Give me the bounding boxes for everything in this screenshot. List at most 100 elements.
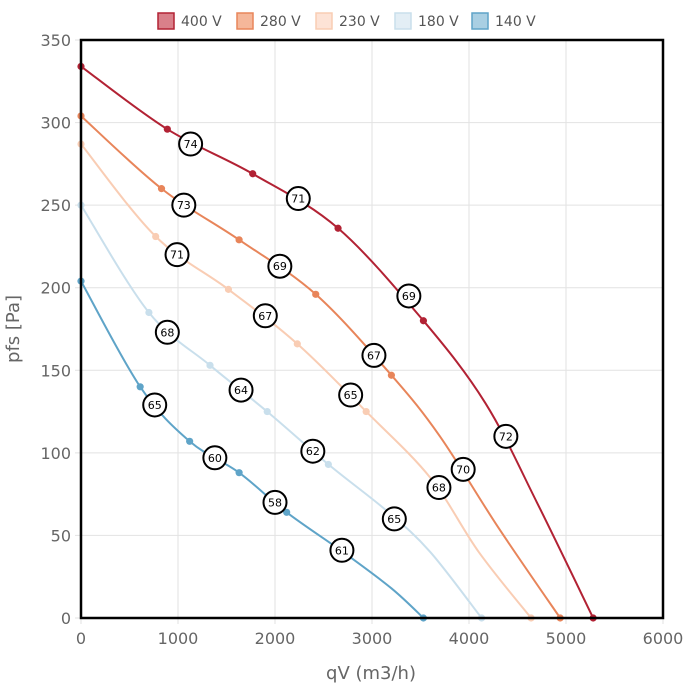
annotation-bubble: 69 [267, 253, 293, 279]
annotation-bubble: 65 [142, 392, 168, 418]
data-point[interactable] [312, 290, 320, 298]
annotation-label: 61 [335, 544, 349, 557]
data-point[interactable] [362, 407, 370, 416]
annotation-bubble: 72 [493, 423, 519, 449]
annotation-circle [164, 242, 190, 268]
annotation-bubble: 65 [381, 506, 407, 532]
legend-item[interactable]: 140 V [471, 12, 536, 30]
data-point[interactable] [293, 340, 301, 348]
annotation-bubble: 64 [228, 377, 254, 403]
annotation-bubble: 73 [171, 192, 197, 218]
annotation-label: 70 [456, 463, 470, 476]
data-point[interactable] [283, 508, 291, 516]
x-tick-label: 6000 [643, 629, 684, 648]
series-line [80, 143, 532, 619]
annotation-layer: 74 71 69 72 73 69 67 70 71 67 65 68 68 64 62 65 65 60 58 61 [142, 131, 519, 563]
annotation-circle [285, 186, 311, 212]
legend-label: 180 V [418, 14, 459, 30]
data-point[interactable] [235, 236, 243, 244]
annotation-circle [426, 475, 452, 501]
y-axis-title: pfs [Pa] [3, 295, 24, 363]
data-point[interactable] [334, 224, 342, 232]
series-3 [77, 201, 486, 622]
annotation-label: 65 [344, 389, 358, 402]
annotation-bubble: 67 [252, 303, 278, 329]
annotation-label: 58 [268, 496, 282, 509]
annotation-bubble: 58 [262, 489, 288, 515]
y-tick-label: 50 [51, 526, 71, 545]
annotation-label: 72 [499, 430, 513, 443]
legend-swatch [471, 12, 489, 30]
annotation-bubble: 68 [426, 475, 452, 501]
plot-border [79, 38, 665, 620]
annotation-bubble: 65 [338, 382, 364, 408]
legend: 400 V 280 V 230 V 180 V 140 V [157, 12, 536, 30]
data-point[interactable] [157, 185, 166, 193]
annotation-circle [178, 131, 204, 157]
data-point[interactable] [145, 308, 153, 317]
legend-item[interactable]: 180 V [394, 12, 459, 30]
x-tick-label: 4000 [449, 629, 490, 648]
data-point[interactable] [419, 317, 428, 325]
data-point[interactable] [387, 371, 395, 379]
annotation-circle [396, 283, 422, 309]
annotation-circle [171, 192, 197, 218]
data-point[interactable] [224, 285, 233, 293]
legend-item[interactable]: 280 V [236, 12, 301, 30]
annotation-bubble: 60 [202, 445, 228, 471]
annotation-bubble: 62 [300, 438, 326, 464]
data-point[interactable] [263, 407, 271, 416]
data-point[interactable] [186, 437, 194, 445]
grid [75, 39, 664, 624]
data-point[interactable] [136, 383, 144, 391]
data-point[interactable] [206, 361, 214, 369]
annotation-circle [361, 342, 387, 368]
data-point[interactable] [163, 125, 171, 133]
annotation-circle [381, 506, 407, 532]
x-tick-label: 2000 [255, 629, 296, 648]
annotation-label: 60 [208, 452, 222, 465]
annotation-bubble: 67 [361, 342, 387, 368]
annotation-label: 67 [258, 310, 272, 323]
annotation-label: 68 [432, 482, 446, 495]
annotation-circle [338, 382, 364, 408]
annotation-circle [300, 438, 326, 464]
annotation-bubble: 68 [154, 319, 180, 345]
annotation-circle [493, 423, 519, 449]
series-4 [77, 277, 428, 622]
y-tick-label: 0 [61, 609, 71, 628]
series-line [80, 115, 562, 619]
annotation-label: 74 [184, 138, 198, 151]
annotation-bubble: 70 [450, 456, 476, 482]
annotation-bubble: 71 [285, 186, 311, 212]
y-tick-label: 100 [40, 444, 71, 463]
annotation-label: 64 [234, 384, 248, 397]
legend-swatch [157, 12, 175, 30]
annotation-bubble: 69 [396, 283, 422, 309]
annotation-bubble: 74 [178, 131, 204, 157]
data-point[interactable] [249, 170, 257, 178]
y-tick-label: 200 [40, 279, 71, 298]
annotation-circle [267, 253, 293, 279]
series-2 [77, 140, 535, 622]
y-tick-label: 350 [40, 31, 71, 50]
tick-labels: 0 1000 2000 3000 4000 5000 6000 0 50 100 150 200 250… [40, 31, 683, 648]
annotation-label: 71 [170, 249, 184, 262]
annotation-circle [154, 319, 180, 345]
legend-item[interactable]: 230 V [315, 12, 380, 30]
data-point[interactable] [324, 460, 332, 469]
plot-frame [79, 38, 665, 620]
legend-label: 280 V [260, 14, 301, 30]
x-tick-label: 0 [76, 629, 86, 648]
legend-item[interactable]: 400 V [157, 12, 222, 30]
annotation-circle [142, 392, 168, 418]
series-line [80, 65, 595, 619]
series-layer [77, 62, 597, 622]
x-axis-title: qV (m3/h) [326, 663, 416, 684]
data-point[interactable] [235, 469, 243, 477]
annotation-label: 67 [367, 349, 381, 362]
annotation-label: 71 [291, 193, 305, 206]
data-point[interactable] [152, 232, 160, 241]
annotation-circle [228, 377, 254, 403]
